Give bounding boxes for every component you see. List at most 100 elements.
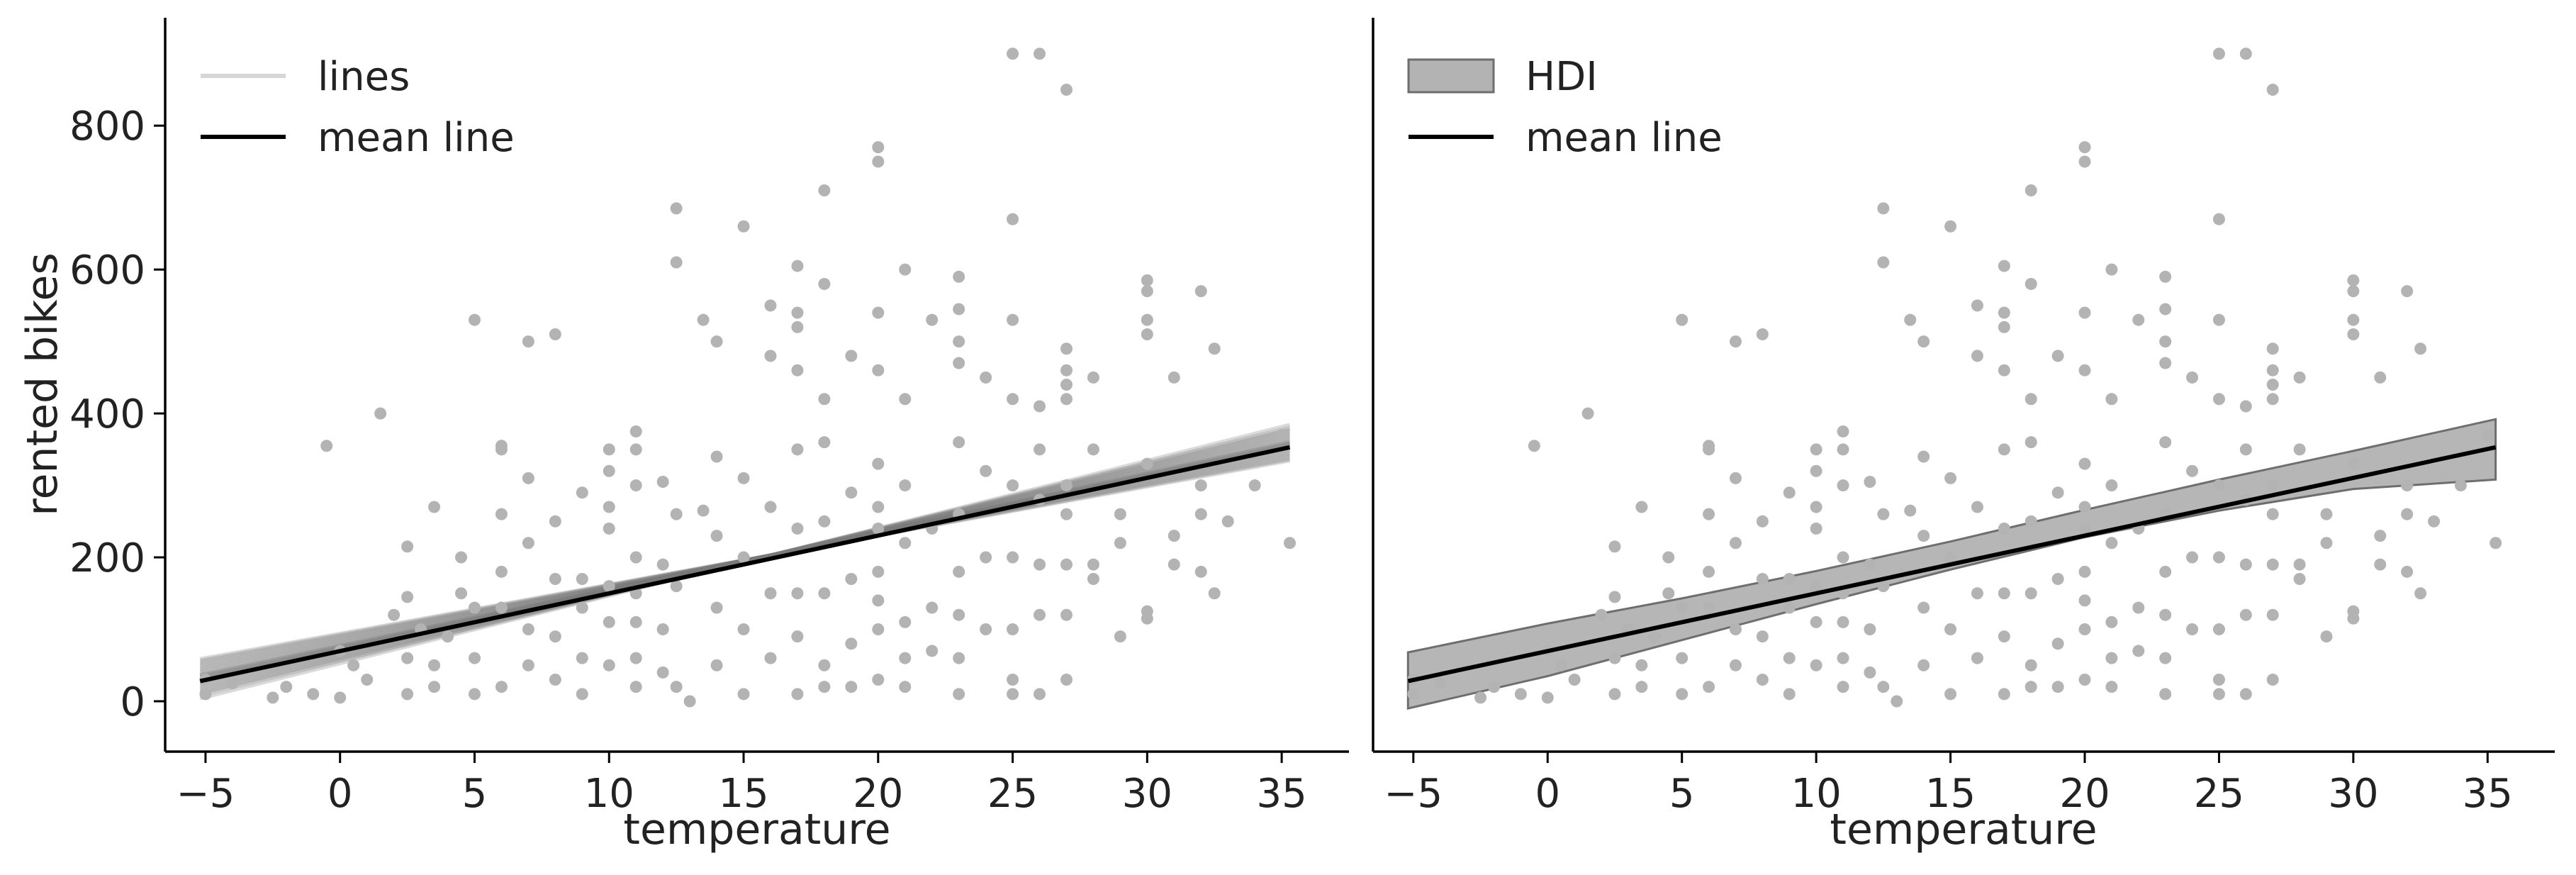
data-point (549, 572, 561, 585)
data-point (737, 623, 750, 635)
data-point (2051, 486, 2064, 499)
data-point (2266, 393, 2279, 406)
data-point (1917, 659, 1930, 671)
data-point (1007, 551, 1019, 564)
legend-lines-label: lines (318, 54, 410, 100)
data-point (1944, 551, 1957, 564)
data-point (899, 479, 912, 492)
data-point (629, 443, 642, 456)
data-point (1917, 335, 1930, 348)
data-point (2132, 601, 2145, 614)
x-tick-label: 30 (2328, 771, 2378, 817)
data-point (1877, 580, 1890, 593)
data-point (2239, 443, 2252, 456)
data-point (1434, 677, 1447, 690)
data-point (495, 508, 508, 520)
data-point (899, 681, 912, 693)
data-point (1810, 443, 1822, 456)
data-point (629, 551, 642, 564)
data-point (1676, 313, 1689, 326)
data-point (1998, 630, 2010, 643)
data-point (1944, 688, 1957, 701)
data-point (1998, 260, 2010, 272)
data-point (818, 681, 831, 693)
data-point (764, 299, 777, 312)
data-point (2266, 364, 2279, 377)
data-point (2025, 184, 2037, 197)
data-point (1904, 504, 1917, 517)
mean-line (1407, 445, 2497, 684)
data-point (764, 587, 777, 600)
data-point (2078, 141, 2091, 154)
data-point (1555, 659, 1567, 671)
data-point (468, 601, 481, 614)
data-point (2105, 681, 2118, 693)
data-point (401, 652, 414, 664)
data-point (1810, 659, 1822, 671)
x-tick-label: 20 (853, 771, 903, 817)
data-point (2159, 335, 2172, 348)
data-point (1971, 587, 1983, 600)
data-point (1407, 688, 1420, 701)
data-point (1060, 608, 1073, 621)
data-point (2239, 400, 2252, 413)
data-point (1581, 407, 1594, 420)
data-point (2293, 572, 2306, 585)
data-point (2293, 443, 2306, 456)
data-point (670, 256, 683, 269)
data-point (697, 313, 710, 326)
data-point (1007, 393, 1019, 406)
data-point (495, 565, 508, 578)
data-point (1676, 688, 1689, 701)
data-point (1649, 630, 1662, 643)
data-point (1007, 623, 1019, 635)
data-point (764, 350, 777, 362)
data-point (1971, 299, 1983, 312)
data-point (2401, 285, 2414, 298)
data-point (2078, 594, 2091, 607)
data-point (2051, 350, 2064, 362)
data-point (791, 364, 804, 377)
data-point (361, 674, 374, 686)
data-point (1917, 530, 1930, 542)
data-point (495, 681, 508, 693)
data-point (1060, 674, 1073, 686)
data-point (1877, 681, 1890, 693)
data-point (1034, 608, 1046, 621)
data-point (1810, 615, 1822, 628)
y-tick-label: 200 (69, 535, 145, 581)
data-point (2293, 558, 2306, 571)
data-point (818, 659, 831, 671)
data-point (1837, 681, 1849, 693)
data-point (818, 436, 831, 449)
data-point (2105, 652, 2118, 664)
data-point (522, 537, 534, 550)
data-point (522, 659, 534, 671)
data-point (2266, 508, 2279, 520)
data-point (2159, 303, 2172, 316)
data-point (1208, 342, 1221, 355)
data-point (2266, 674, 2279, 686)
data-point (280, 681, 293, 693)
data-point (1208, 587, 1221, 600)
data-point (1608, 540, 1621, 553)
data-point (1167, 371, 1180, 384)
data-point (2401, 508, 2414, 520)
data-point (845, 637, 858, 650)
data-point (2293, 371, 2306, 384)
x-tick-label: 15 (718, 771, 768, 817)
data-point (1783, 652, 1796, 664)
left-ticks: −5 0 5 10 15 20 25 30 35 0 200 400 600 800 (69, 104, 1307, 817)
data-point (764, 501, 777, 513)
data-point (2320, 508, 2333, 520)
data-point (2428, 515, 2441, 528)
data-point (1141, 274, 1153, 286)
data-point (2266, 479, 2279, 492)
data-point (1703, 443, 1715, 456)
data-point (899, 393, 912, 406)
data-point (1998, 587, 2010, 600)
data-point (2051, 681, 2064, 693)
data-point (872, 306, 885, 319)
data-point (845, 486, 858, 499)
